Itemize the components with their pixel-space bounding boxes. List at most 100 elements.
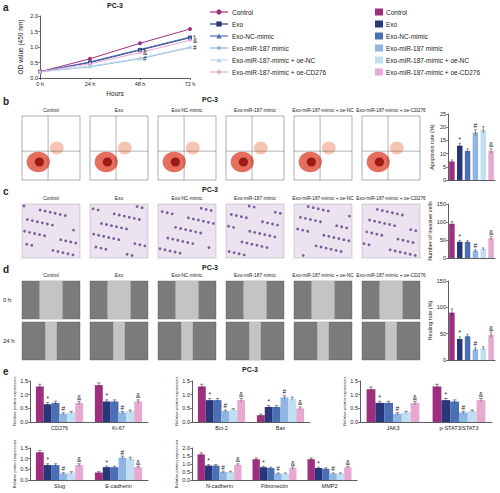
svg-text:&: & [143, 49, 148, 56]
svg-text:15: 15 [440, 137, 446, 143]
svg-text:1.0: 1.0 [30, 44, 38, 50]
svg-text:&: & [413, 394, 418, 401]
svg-text:*: * [317, 460, 320, 467]
svg-text:*: * [46, 456, 49, 463]
svg-text:1.0: 1.0 [350, 392, 358, 398]
svg-text:*: * [458, 233, 461, 240]
svg-text:Bcl-2: Bcl-2 [215, 425, 228, 431]
svg-text:150: 150 [437, 201, 446, 207]
svg-text:2.0: 2.0 [182, 445, 190, 451]
svg-text:Apoptosis rate (%): Apoptosis rate (%) [429, 124, 435, 169]
svg-text:Exo: Exo [115, 273, 124, 278]
svg-text:10: 10 [440, 151, 446, 157]
svg-text:Exo: Exo [115, 108, 124, 113]
svg-text:E-cadherin: E-cadherin [105, 483, 132, 489]
svg-text:#: # [474, 340, 478, 347]
svg-text:a: a [3, 2, 9, 13]
svg-text:Exo-NC-mimic: Exo-NC-mimic [172, 273, 204, 278]
svg-text:24 h: 24 h [3, 338, 15, 344]
svg-text:#: # [276, 465, 280, 472]
svg-text:1.0: 1.0 [182, 461, 190, 467]
svg-text:#: # [331, 465, 335, 472]
svg-text:&: & [346, 459, 351, 466]
svg-text:*: * [262, 459, 265, 466]
svg-text:#: # [121, 404, 125, 411]
svg-text:PC-3: PC-3 [242, 366, 258, 373]
svg-text:0.5: 0.5 [182, 405, 190, 411]
svg-text:50: 50 [440, 237, 446, 243]
svg-text:CD276: CD276 [51, 425, 68, 431]
svg-text:1.5: 1.5 [182, 453, 190, 459]
svg-text:*: * [46, 395, 49, 402]
svg-text:Slug: Slug [54, 483, 65, 489]
svg-text:Control: Control [232, 9, 254, 16]
svg-text:25: 25 [440, 111, 446, 117]
svg-text:*: * [445, 391, 448, 398]
svg-text:*: * [267, 398, 270, 405]
svg-text:#: # [396, 405, 400, 412]
svg-text:Exo-miR-187 mimic: Exo-miR-187 mimic [386, 45, 443, 52]
svg-text:*: * [379, 394, 382, 401]
svg-text:#: # [143, 55, 147, 62]
svg-text:&: & [77, 456, 82, 463]
svg-text:1.5: 1.5 [30, 29, 38, 35]
svg-text:Exo-miR-187 mimic: Exo-miR-187 mimic [234, 108, 276, 113]
svg-text:100: 100 [437, 304, 446, 310]
svg-text:0.0: 0.0 [20, 477, 28, 483]
svg-text:72 h: 72 h [185, 81, 196, 87]
svg-text:Exo-miR-187-mimic + oe-NC: Exo-miR-187-mimic + oe-NC [386, 57, 470, 64]
svg-text:#: # [474, 122, 478, 129]
svg-text:OD value (450 nm): OD value (450 nm) [17, 20, 25, 75]
svg-text:&: & [77, 394, 82, 401]
svg-text:20: 20 [440, 124, 446, 130]
svg-text:Relative protein expression: Relative protein expression [174, 377, 179, 425]
svg-text:&: & [193, 37, 198, 44]
svg-text:c: c [3, 186, 9, 197]
svg-text:Exo-miR-187-mimic + oe-CD276: Exo-miR-187-mimic + oe-CD276 [356, 196, 426, 201]
svg-text:#: # [462, 404, 466, 411]
svg-text:Exo-miR-187 mimic: Exo-miR-187 mimic [234, 196, 276, 201]
svg-text:*: * [208, 391, 211, 398]
svg-text:Exo-miR-187-mimic + oe-CD276: Exo-miR-187-mimic + oe-CD276 [386, 69, 480, 76]
svg-text:&: & [489, 325, 494, 332]
svg-text:1.5: 1.5 [350, 378, 358, 384]
svg-text:Exo-miR-187-mimic + oe-NC: Exo-miR-187-mimic + oe-NC [292, 273, 354, 278]
svg-text:50: 50 [440, 331, 446, 337]
svg-text:*: * [207, 457, 210, 464]
svg-text:Exo-miR-187 mimic: Exo-miR-187 mimic [232, 45, 289, 52]
svg-text:1.5: 1.5 [20, 378, 28, 384]
svg-text:&: & [489, 229, 494, 236]
svg-text:&: & [489, 141, 494, 148]
svg-text:150: 150 [437, 278, 446, 284]
svg-text:1.5: 1.5 [182, 378, 190, 384]
svg-text:#: # [193, 44, 197, 51]
svg-text:Hours: Hours [106, 90, 124, 97]
svg-text:1.0: 1.0 [182, 392, 190, 398]
svg-text:Exo-NC-mimic: Exo-NC-mimic [172, 196, 204, 201]
svg-text:PC-3: PC-3 [202, 186, 218, 193]
svg-text:0.0: 0.0 [182, 419, 190, 425]
svg-text:5: 5 [443, 164, 446, 170]
svg-text:Relative protein expression: Relative protein expression [174, 440, 179, 488]
svg-text:0.5: 0.5 [20, 405, 28, 411]
svg-text:Exo: Exo [115, 196, 124, 201]
svg-text:Exo-NC-mimic: Exo-NC-mimic [386, 33, 429, 40]
svg-text:0.0: 0.0 [20, 419, 28, 425]
svg-text:&: & [136, 459, 141, 466]
svg-text:0: 0 [443, 255, 446, 261]
svg-text:0.0: 0.0 [350, 419, 358, 425]
svg-text:N-cadherin: N-cadherin [206, 483, 233, 489]
svg-text:0.5: 0.5 [350, 405, 358, 411]
svg-text:*: * [458, 329, 461, 336]
svg-text:Control: Control [43, 196, 58, 201]
svg-text:0.5: 0.5 [182, 469, 190, 475]
svg-text:0: 0 [443, 357, 446, 363]
svg-text:&: & [479, 391, 484, 398]
svg-text:2.0: 2.0 [30, 13, 38, 19]
svg-text:0: 0 [443, 177, 446, 183]
svg-text:Exo-miR-187-mimic + oe-NC: Exo-miR-187-mimic + oe-NC [292, 196, 354, 201]
svg-text:&: & [291, 460, 296, 467]
svg-text:p-STAT3/STAT3: p-STAT3/STAT3 [439, 425, 478, 431]
svg-text:Bax: Bax [276, 425, 286, 431]
svg-text:MMP2: MMP2 [322, 483, 338, 489]
